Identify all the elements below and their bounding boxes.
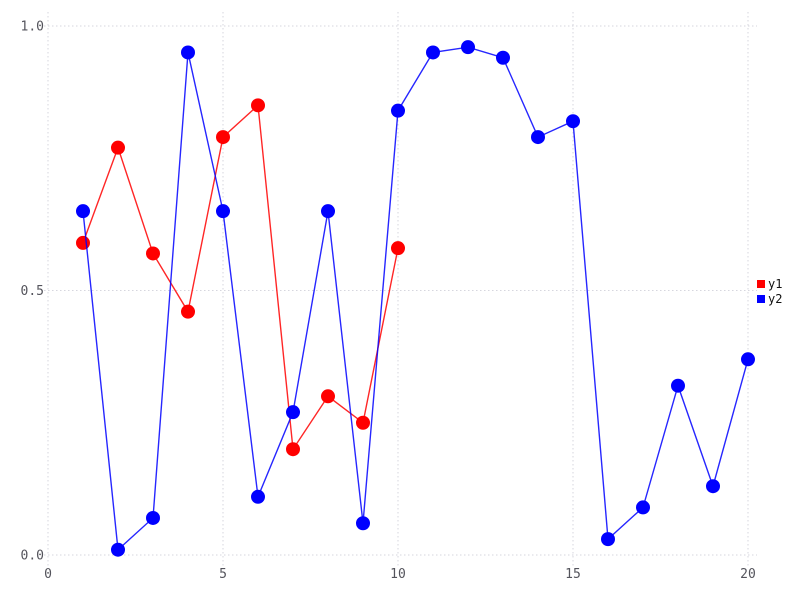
data-point-y2 <box>706 479 720 494</box>
data-point-y2 <box>461 40 475 55</box>
x-tick-label: 10 <box>390 567 406 582</box>
data-point-y1 <box>146 246 160 261</box>
y-tick-label: 1.0 <box>21 20 44 35</box>
series-line-y2 <box>82 46 749 552</box>
x-tick-label: 20 <box>740 567 756 582</box>
data-point-y1 <box>356 415 370 430</box>
data-point-y1 <box>391 241 405 256</box>
data-point-y2 <box>671 378 685 393</box>
data-point-y2 <box>216 204 230 219</box>
data-point-y2 <box>636 500 650 515</box>
data-point-y2 <box>566 114 580 129</box>
data-point-y2 <box>496 50 510 65</box>
data-point-y2 <box>426 45 440 60</box>
data-point-y2 <box>146 510 160 525</box>
legend-swatch-y1 <box>757 280 765 288</box>
data-point-y2 <box>76 204 90 219</box>
data-point-y2 <box>111 542 125 557</box>
data-point-y2 <box>531 130 545 145</box>
legend: y1 y2 <box>757 277 782 306</box>
data-point-y1 <box>111 140 125 155</box>
data-point-y2 <box>601 532 615 547</box>
data-point-y2 <box>741 352 755 367</box>
data-point-y2 <box>181 45 195 60</box>
data-point-y1 <box>321 389 335 404</box>
data-point-y1 <box>286 442 300 457</box>
legend-label-y2: y2 <box>768 292 783 306</box>
data-point-y2 <box>251 489 265 504</box>
data-point-y1 <box>181 304 195 319</box>
legend-item-y1: y1 <box>757 277 782 291</box>
x-tick-label: 15 <box>565 567 581 582</box>
y-tick-label: 0.5 <box>21 284 44 299</box>
data-point-y1 <box>76 235 90 250</box>
data-point-y2 <box>391 103 405 118</box>
data-point-y1 <box>251 98 265 113</box>
data-point-y1 <box>216 130 230 145</box>
x-tick-label: 0 <box>44 567 52 582</box>
legend-label-y1: y1 <box>768 277 783 291</box>
data-point-y2 <box>286 405 300 420</box>
series-line-y1 <box>82 103 399 452</box>
y-tick-label: 0.0 <box>21 549 44 564</box>
legend-item-y2: y2 <box>757 292 782 306</box>
data-point-y2 <box>321 204 335 219</box>
data-point-y2 <box>356 516 370 531</box>
legend-swatch-y2 <box>757 295 765 303</box>
x-tick-label: 5 <box>219 567 227 582</box>
